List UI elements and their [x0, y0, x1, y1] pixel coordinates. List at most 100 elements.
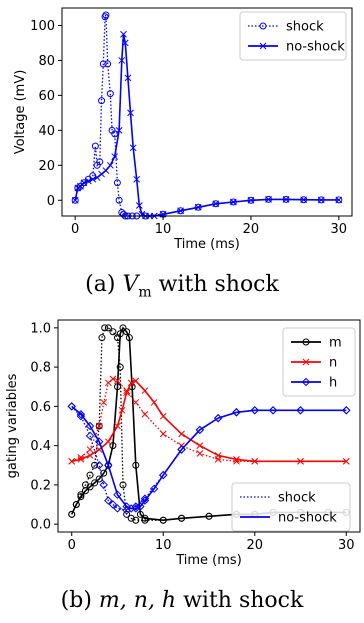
data-point [106, 161, 114, 169]
x-axis-label: Time (ms) [175, 553, 242, 568]
axes-frame [61, 7, 353, 217]
data-point [214, 452, 222, 459]
data-point [113, 504, 122, 513]
data-point [94, 437, 104, 446]
legend: shock no-shock [239, 11, 347, 61]
data-point [118, 57, 126, 64]
data-point [91, 461, 99, 469]
data-point [178, 430, 185, 438]
data-point [195, 425, 205, 435]
y-tick-label: 0.2 [30, 478, 51, 493]
data-point [76, 410, 86, 419]
caption-b: (b) m, n, h with shock [0, 588, 364, 613]
data-point [251, 457, 259, 465]
data-point [133, 175, 141, 183]
data-point [178, 514, 186, 522]
data-point [80, 179, 88, 187]
data-point [102, 167, 110, 174]
data-point [91, 142, 99, 150]
y-tick-label: 60 [38, 89, 55, 104]
data-point [125, 334, 133, 342]
legend-label: no-shock [286, 40, 345, 55]
data-point [196, 442, 204, 449]
data-point [123, 389, 130, 396]
legend-label: m [329, 336, 342, 351]
data-point [335, 196, 343, 204]
data-point [230, 198, 237, 206]
data-point [150, 399, 158, 406]
y-axis-label: Voltage (mV) [13, 70, 28, 155]
gating-chart: 0 10 20 30 0.0 0.2 0.4 0.6 0.8 1.0 Time (ms) gating… [5, 319, 361, 568]
data-point [98, 170, 105, 178]
data-point [136, 502, 145, 511]
data-point [100, 399, 108, 406]
legend-marker [301, 377, 311, 387]
data-point [86, 471, 94, 479]
data-point [86, 483, 94, 491]
x-tick-label: 10 [155, 222, 172, 237]
data-point [159, 470, 168, 480]
x-tick-label: 20 [246, 538, 263, 553]
data-point [317, 196, 325, 204]
data-point [132, 461, 140, 469]
data-point [196, 450, 204, 457]
data-point [132, 377, 140, 385]
data-point [77, 493, 85, 501]
data-point [116, 330, 124, 338]
legend-box [239, 11, 347, 61]
legend-variables: mnh [282, 327, 356, 397]
y-tick-label: 100 [30, 19, 55, 34]
data-point [212, 200, 220, 208]
y-tick-label: 1.0 [30, 321, 51, 336]
data-point [76, 182, 84, 190]
data-point [122, 502, 131, 511]
y-tick-label: 80 [38, 54, 55, 69]
x-tick-label: 0 [71, 222, 79, 237]
data-point [250, 406, 259, 415]
data-point [342, 457, 350, 465]
data-point [102, 11, 110, 19]
caption-b-math: m, n, h [98, 588, 177, 613]
data-point [109, 328, 117, 336]
data-point [108, 500, 118, 509]
data-point [114, 377, 121, 385]
data-point [71, 196, 79, 204]
data-point [113, 490, 122, 499]
series-n-no-shock [68, 377, 350, 465]
data-point [247, 196, 255, 204]
data-point [127, 109, 134, 117]
x-tick-label: 30 [331, 222, 348, 237]
legend-marker [302, 338, 310, 346]
data-point [104, 438, 112, 446]
data-point [342, 406, 351, 415]
data-point [99, 480, 108, 490]
data-point [89, 175, 97, 183]
data-point [282, 196, 290, 203]
data-point [68, 457, 76, 465]
data-point [149, 484, 159, 494]
legend-marker [259, 22, 267, 30]
data-point [265, 196, 272, 203]
data-point [141, 514, 149, 522]
data-point [85, 421, 95, 431]
data-point [141, 387, 149, 395]
data-point [109, 375, 117, 383]
data-point [109, 442, 117, 450]
series-h-no-shock [67, 402, 351, 513]
data-point [101, 324, 109, 332]
legend-marker [259, 42, 267, 50]
legend-marker [302, 358, 310, 366]
data-point [95, 475, 103, 483]
caption-a-math: V [122, 272, 139, 297]
data-point [123, 328, 131, 336]
data-point [205, 512, 213, 520]
y-tick-label: 40 [38, 124, 55, 139]
data-point [104, 324, 112, 332]
data-point [104, 496, 113, 505]
data-point [95, 422, 103, 430]
y-tick-label: 0.4 [30, 439, 51, 454]
data-point [297, 457, 304, 465]
data-point [136, 510, 144, 518]
caption-b-tag: (b) [60, 588, 92, 613]
